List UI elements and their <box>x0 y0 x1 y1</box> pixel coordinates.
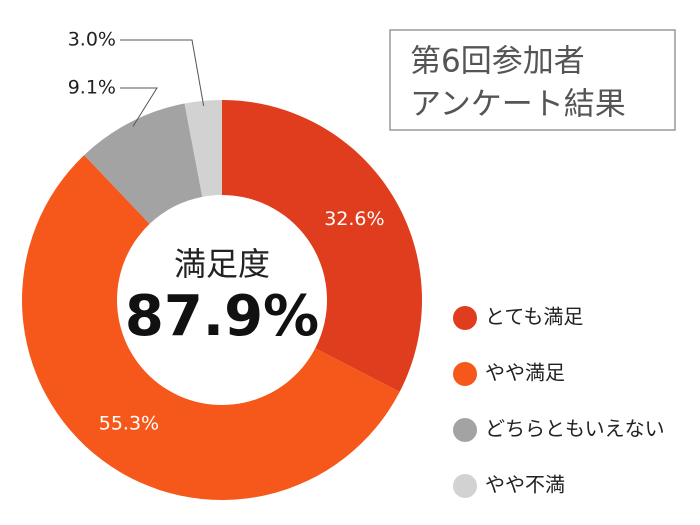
title-box <box>389 29 676 131</box>
legend-label: やや不満 <box>485 473 565 497</box>
leader-line <box>120 87 158 127</box>
legend-swatch <box>453 474 477 498</box>
slice <box>222 100 422 392</box>
value-label: 32.6% <box>324 208 384 230</box>
chart-title: 第6回参加者 <box>410 44 585 80</box>
slice <box>21 155 400 501</box>
legend-swatch <box>453 362 477 386</box>
value-label: 3.0% <box>68 29 116 51</box>
legend-swatch <box>453 306 477 330</box>
legend-label: やや満足 <box>485 361 565 385</box>
value-label: 55.3% <box>99 412 159 434</box>
slice <box>84 103 203 224</box>
chart-title: アンケート結果 <box>410 87 626 123</box>
legend-swatch <box>453 418 477 442</box>
center-value: 87.9% <box>125 284 319 349</box>
leader-line <box>120 39 205 106</box>
legend-label: とても満足 <box>485 305 583 329</box>
legend-label: どちらともいえない <box>485 417 665 441</box>
slice <box>184 100 222 197</box>
center-label: 満足度 <box>174 245 270 283</box>
value-label: 9.1% <box>68 77 116 99</box>
